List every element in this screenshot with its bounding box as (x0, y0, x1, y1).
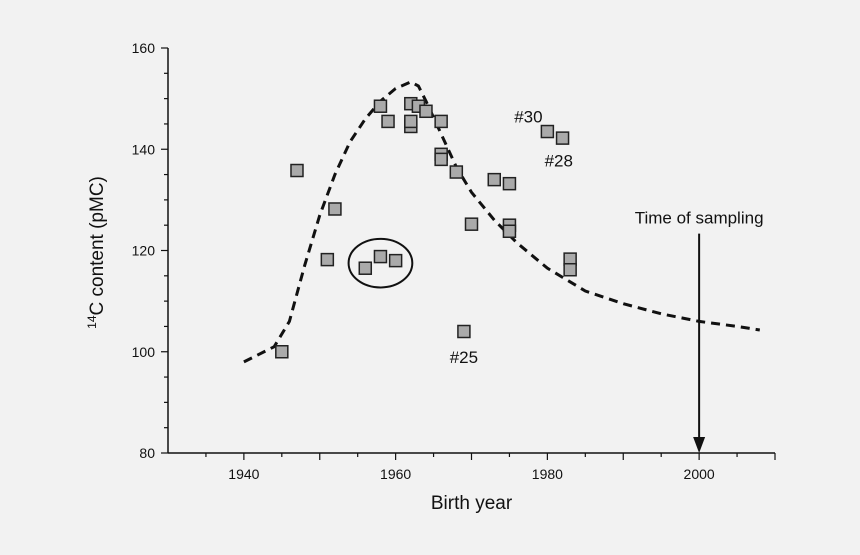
data-point (290, 163, 304, 178)
data-point (373, 249, 388, 264)
data-point (381, 114, 395, 129)
data-point (419, 104, 433, 119)
data-point (502, 224, 517, 239)
annotations: #30 #28 #25 Time of sampling (450, 107, 764, 453)
y-tick-label: 80 (139, 445, 155, 461)
data-point (328, 202, 342, 216)
data-point (449, 165, 464, 179)
y-axis-label-text: C content (pMC) (87, 176, 108, 315)
annotation-label: #28 (545, 151, 573, 170)
data-point (540, 124, 555, 139)
y-tick-label: 120 (132, 243, 156, 259)
data-point (434, 152, 448, 167)
data-point (555, 131, 570, 145)
annotation-label: Time of sampling (635, 209, 764, 228)
x-tick-label: 1940 (228, 466, 259, 482)
data-point (373, 99, 388, 113)
annotation-label: #25 (450, 348, 478, 367)
y-tick-label: 160 (132, 40, 156, 56)
x-tick-label: 1980 (532, 466, 563, 482)
y-axis-label: 14C content (pMC) (85, 176, 108, 329)
y-tick-label: 140 (132, 141, 156, 157)
arrow-head (693, 437, 706, 453)
y-axis-label-sup: 14 (85, 315, 99, 329)
model-curve (243, 80, 761, 364)
x-tick-label: 2000 (684, 466, 715, 482)
data-point (502, 176, 517, 191)
data-points (275, 96, 577, 359)
data-point (358, 261, 373, 275)
highlight-ellipse (347, 237, 414, 289)
x-tick-label: 1960 (380, 466, 411, 482)
data-point (464, 217, 479, 231)
y-tick-label: 100 (132, 344, 156, 360)
data-point (388, 253, 403, 268)
data-point (563, 262, 577, 277)
data-point (487, 172, 502, 187)
data-point (404, 114, 418, 129)
annotation-label: #30 (514, 107, 542, 126)
data-point (434, 114, 448, 129)
data-point (457, 324, 471, 339)
data-point (320, 252, 335, 267)
x-axis-label: Birth year (431, 493, 513, 514)
data-point (275, 345, 289, 359)
axes: 80 100 120 140 160 1940 1960 1980 2000 (132, 40, 776, 482)
